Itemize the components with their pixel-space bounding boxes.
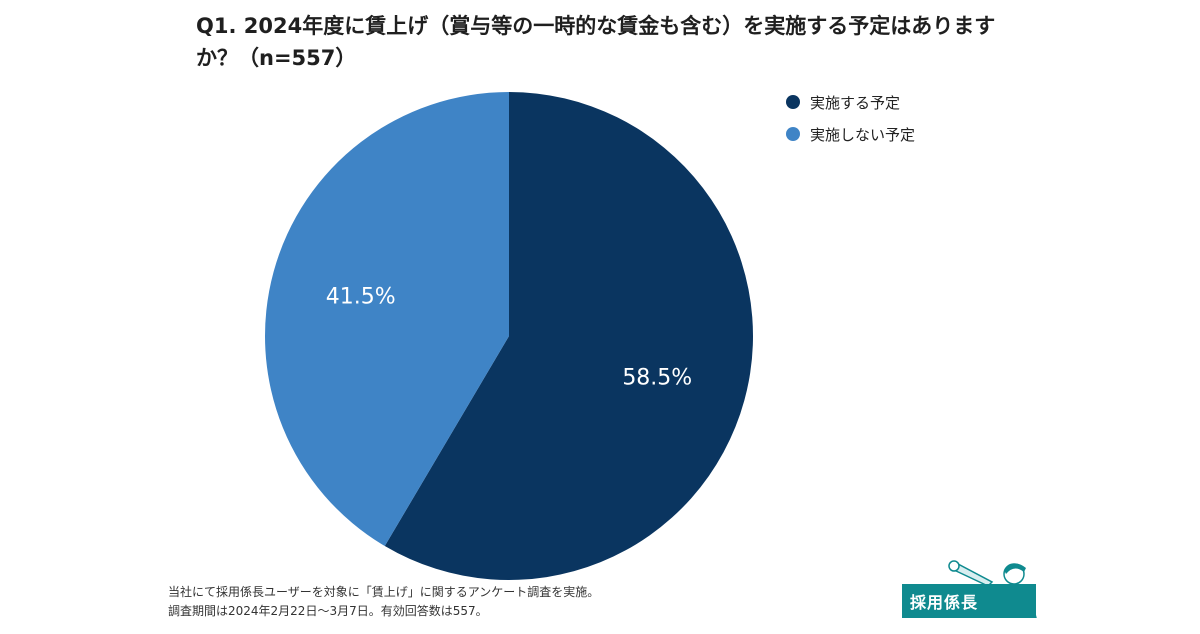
footnote: 当社にて採用係長ユーザーを対象に「賃上げ」に関するアンケート調査を実施。 調査期… [168, 583, 599, 621]
pie-label-not-implement: 41.5% [326, 284, 396, 309]
pie-label-implement: 58.5% [622, 366, 692, 391]
legend-label-implement: 実施する予定 [810, 93, 901, 112]
footnote-line-1: 当社にて採用係長ユーザーを対象に「賃上げ」に関するアンケート調査を実施。 [168, 585, 600, 599]
brand-logo: 採用係長 [902, 584, 1036, 618]
legend: 実施する予定 実施しない予定 [786, 86, 915, 150]
pie-slice-implement [384, 92, 753, 580]
legend-item-implement: 実施する予定 [786, 86, 915, 118]
legend-dot-not-implement [786, 127, 800, 141]
legend-item-not-implement: 実施しない予定 [786, 118, 915, 150]
chart-title: Q1. 2024年度に賃上げ（賞与等の一時的な賃金も含む）を実施する予定はありま… [196, 14, 996, 70]
pie-slice-not-implement [265, 92, 509, 547]
footnote-line-2: 調査期間は2024年2月22日〜3月7日。有効回答数は557。 [168, 604, 488, 618]
legend-dot-implement [786, 95, 800, 109]
legend-label-not-implement: 実施しない予定 [810, 125, 916, 144]
